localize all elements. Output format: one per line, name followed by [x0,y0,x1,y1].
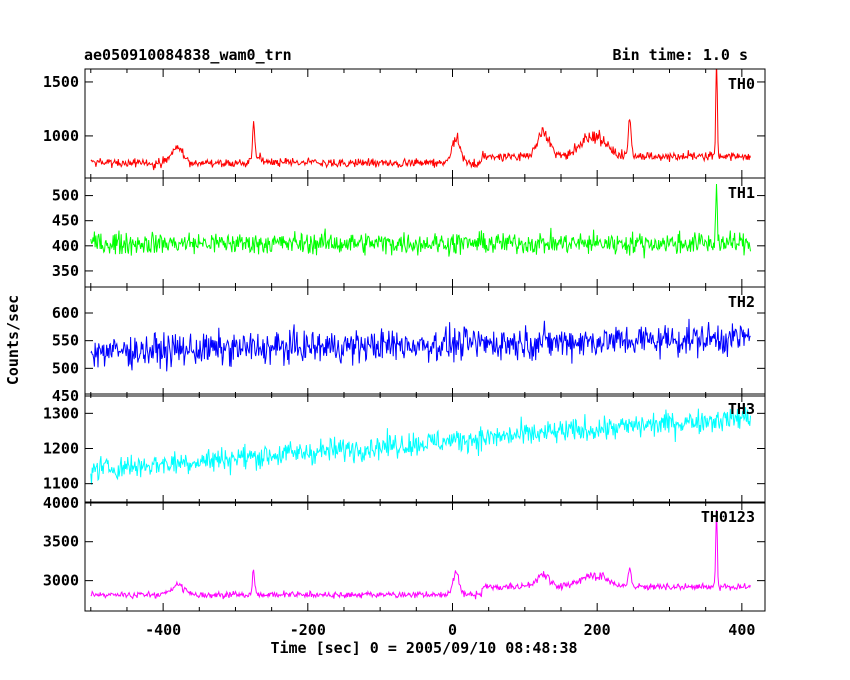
series-line-th0123 [90,510,751,600]
panel-label-th0: TH0 [728,75,755,93]
x-tick-label: -200 [290,621,326,639]
y-tick-label: 4000 [43,494,79,512]
series-line-th2 [90,318,751,372]
y-tick-label: 450 [52,212,79,230]
x-tick-label: 0 [448,621,457,639]
panel-label-th2: TH2 [728,293,755,311]
y-tick-label: 3500 [43,533,79,551]
bin-time-label: Bin time: 1.0 s [613,46,748,64]
x-axis-label: Time [sec] 0 = 2005/09/10 08:48:38 [270,639,577,657]
panel-label-th0123: TH0123 [701,508,755,526]
y-tick-label: 1300 [43,404,79,422]
y-tick-label: 1500 [43,73,79,91]
panel-frame-th3 [84,393,766,504]
chart-title: ae050910084838_wam0_trn [84,46,292,64]
panel-frame-th2 [84,286,766,397]
y-axis-label: Counts/sec [4,295,22,385]
x-tick-label: 400 [728,621,755,639]
x-tick-label: -400 [145,621,181,639]
y-tick-label: 1100 [43,475,79,493]
panel-label-th1: TH1 [728,184,755,202]
x-tick-label: 200 [584,621,611,639]
panel-label-th3: TH3 [728,400,755,418]
y-tick-label: 500 [52,187,79,205]
y-tick-label: 3000 [43,572,79,590]
y-tick-label: 1200 [43,440,79,458]
panel-frame-th0123 [84,501,766,612]
panels-group: 1000 1500 TH0 350 400 450 500 TH1 450 500 550 600 TH… [43,68,766,639]
y-tick-label: 500 [52,359,79,377]
y-tick-label: 350 [52,262,79,280]
series-line-th1 [90,183,751,259]
panel-frame-th1 [84,177,766,288]
series-line-th0 [90,69,751,171]
y-tick-label: 400 [52,237,79,255]
series-line-th3 [90,404,751,485]
y-tick-label: 550 [52,332,79,350]
y-tick-label: 450 [52,387,79,405]
y-tick-label: 600 [52,304,79,322]
y-tick-label: 1000 [43,127,79,145]
